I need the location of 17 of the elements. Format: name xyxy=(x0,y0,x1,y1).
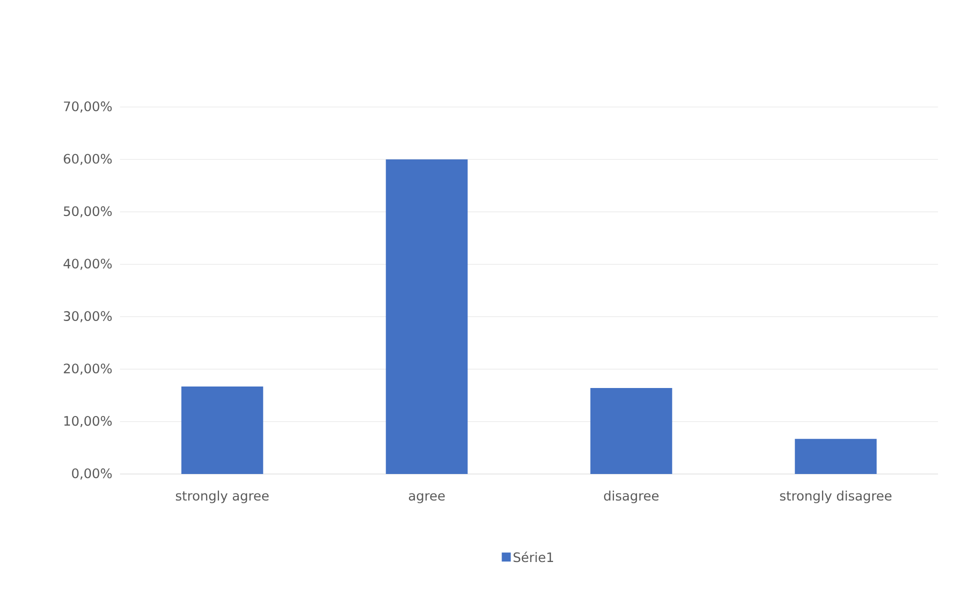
y-tick-label: 30,00% xyxy=(64,311,112,322)
x-tick-label: agree xyxy=(408,493,445,504)
x-tick-label: disagree xyxy=(604,490,659,504)
y-tick-label: 60,00% xyxy=(64,154,112,166)
y-tick-label: 10,00% xyxy=(64,416,112,428)
y-tick-label: 0,00% xyxy=(72,468,112,480)
x-tick-label: strongly agree xyxy=(176,490,269,504)
y-tick-label: 50,00% xyxy=(64,206,112,218)
y-tick-label: 70,00% xyxy=(64,101,112,113)
bar xyxy=(386,159,468,474)
x-tick-label: strongly disagree xyxy=(780,490,892,504)
bar xyxy=(590,388,672,474)
legend-label: Série1 xyxy=(514,552,554,562)
bar xyxy=(181,386,264,474)
y-tick-label: 40,00% xyxy=(64,258,112,270)
y-tick-label: 20,00% xyxy=(64,364,112,375)
bar xyxy=(794,438,877,474)
